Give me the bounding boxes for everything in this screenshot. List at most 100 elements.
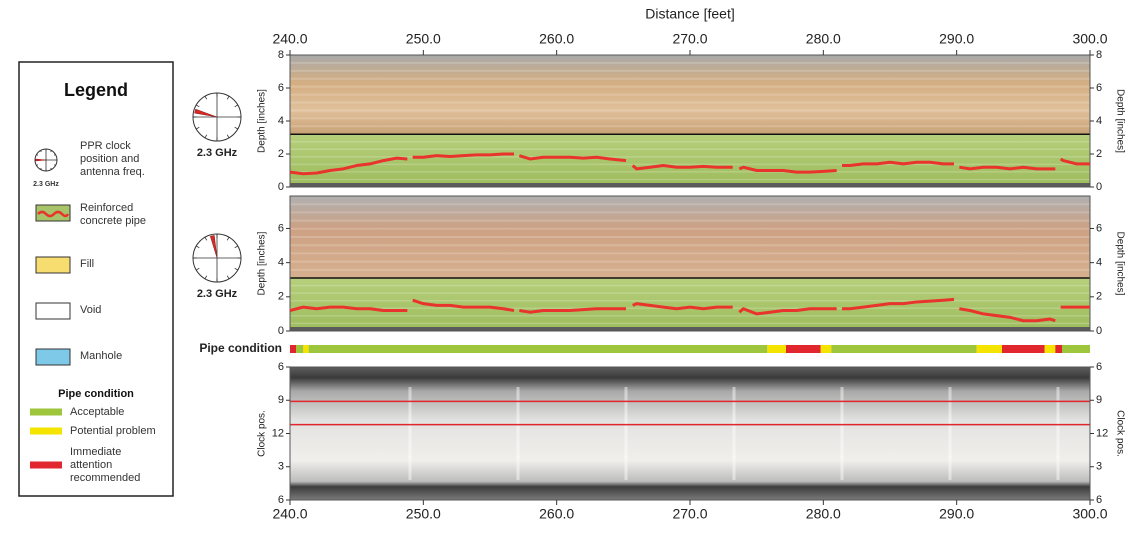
clock-tick (40, 167, 42, 170)
clock-tick (204, 134, 208, 138)
clock-tick (234, 267, 238, 271)
clock-tick (53, 154, 56, 156)
x-tick-label: 290.0 (939, 31, 974, 47)
y2-tick-label: 9 (1096, 394, 1102, 406)
y-tick-label: 4 (278, 115, 284, 127)
depth-line (289, 152, 1090, 176)
y2-tick-label: 6 (1096, 361, 1102, 373)
condition-segment (1055, 345, 1062, 353)
legend-box (18, 61, 174, 497)
y-tick-label: 4 (278, 257, 284, 269)
clock-tick (226, 275, 230, 279)
y2-axis-title: Depth [inches] (1114, 89, 1125, 153)
clock-tick (204, 237, 208, 241)
plot-frame (289, 195, 1091, 332)
clock-tick (36, 154, 39, 156)
condition-segment (1062, 345, 1090, 353)
y2-tick-label: 6 (1096, 222, 1102, 234)
y-tick-label: 12 (272, 427, 284, 439)
condition-segment (767, 345, 786, 353)
clock-tick (204, 275, 208, 279)
condition-segment (831, 345, 977, 353)
y-tick-label: 9 (278, 394, 284, 406)
clock-tick (204, 96, 208, 100)
x-tick-label: 260.0 (539, 506, 574, 522)
pipe-floor (290, 327, 1090, 331)
legend-sublabel: 2.3 GHz (33, 181, 59, 188)
y2-tick-label: 2 (1096, 291, 1102, 303)
clock-tick (50, 150, 52, 153)
legend-title: Legend (63, 80, 128, 100)
clock-hand (209, 235, 218, 259)
y-tick-label: 8 (278, 49, 284, 61)
legend-label: PPR clock position and antenna freq. (80, 140, 145, 178)
clock-tick (196, 267, 200, 271)
frequency-label: 2.3 GHz (197, 288, 238, 300)
legend-label: Fill (80, 258, 95, 270)
y-tick-label: 6 (278, 222, 284, 234)
clock-tick (196, 104, 200, 108)
y-axis-title: Depth [inches] (257, 89, 268, 153)
y-tick-label: 6 (278, 494, 284, 506)
condition-segment (786, 345, 821, 353)
x-tick-label: 290.0 (939, 506, 974, 522)
clock-tick (226, 134, 230, 138)
condition-segment (1044, 345, 1056, 353)
x-tick-label: 270.0 (672, 506, 707, 522)
x-tick-label: 280.0 (806, 506, 841, 522)
x-tick-label: 250.0 (406, 31, 441, 47)
y2-tick-label: 4 (1096, 115, 1102, 127)
legend-swatch (35, 348, 71, 366)
legend-swatch (35, 204, 71, 222)
legend-label: Acceptable (70, 406, 125, 418)
soil-image (290, 196, 1090, 279)
condition-segment (308, 345, 768, 353)
y2-tick-label: 6 (1096, 494, 1102, 506)
clock-tick (196, 245, 200, 249)
strip-label: Pipe condition (199, 341, 282, 355)
condition-segment (820, 345, 832, 353)
condition-segment (1002, 345, 1045, 353)
y-tick-label: 0 (278, 325, 284, 337)
x-tick-label: 270.0 (672, 31, 707, 47)
y-tick-label: 6 (278, 361, 284, 373)
y2-axis-title: Clock pos. (1114, 410, 1125, 457)
clock-tick (53, 164, 56, 166)
y2-tick-label: 8 (1096, 49, 1102, 61)
y2-tick-label: 6 (1096, 82, 1102, 94)
legend-label: Reinforced concrete pipe (80, 202, 147, 227)
y-axis-title: Depth [inches] (257, 231, 268, 295)
condition-segment (303, 345, 309, 353)
pipe-floor (290, 183, 1090, 187)
y-tick-label: 2 (278, 148, 284, 160)
y2-tick-label: 4 (1096, 257, 1102, 269)
x-tick-label: 240.0 (272, 31, 307, 47)
legend-label: Manhole (80, 350, 123, 362)
y2-axis-title: Depth [inches] (1114, 232, 1125, 296)
y2-tick-label: 3 (1096, 461, 1102, 473)
x-tick-label: 300.0 (1072, 31, 1107, 47)
y2-tick-label: 0 (1096, 325, 1102, 337)
condition-segment (976, 345, 1002, 353)
clock-tick (36, 164, 39, 166)
clock-tick (226, 237, 230, 241)
y2-tick-label: 2 (1096, 148, 1102, 160)
legend-label: Void (80, 304, 102, 316)
frequency-label: 2.3 GHz (197, 147, 238, 159)
clock-hand (194, 108, 218, 118)
x-tick-label: 250.0 (406, 506, 441, 522)
y2-tick-label: 12 (1096, 427, 1108, 439)
x-axis-title: Distance [feet] (645, 6, 735, 22)
x-tick-label: 260.0 (539, 31, 574, 47)
legend-pipe-line (37, 210, 70, 218)
x-tick-label: 280.0 (806, 31, 841, 47)
x-tick-label: 300.0 (1072, 506, 1107, 522)
y-tick-label: 3 (278, 461, 284, 473)
condition-segment (290, 345, 296, 353)
y-tick-label: 6 (278, 82, 284, 94)
y-tick-label: 0 (278, 181, 284, 193)
y2-tick-label: 0 (1096, 181, 1102, 193)
legend-swatch (35, 302, 71, 320)
